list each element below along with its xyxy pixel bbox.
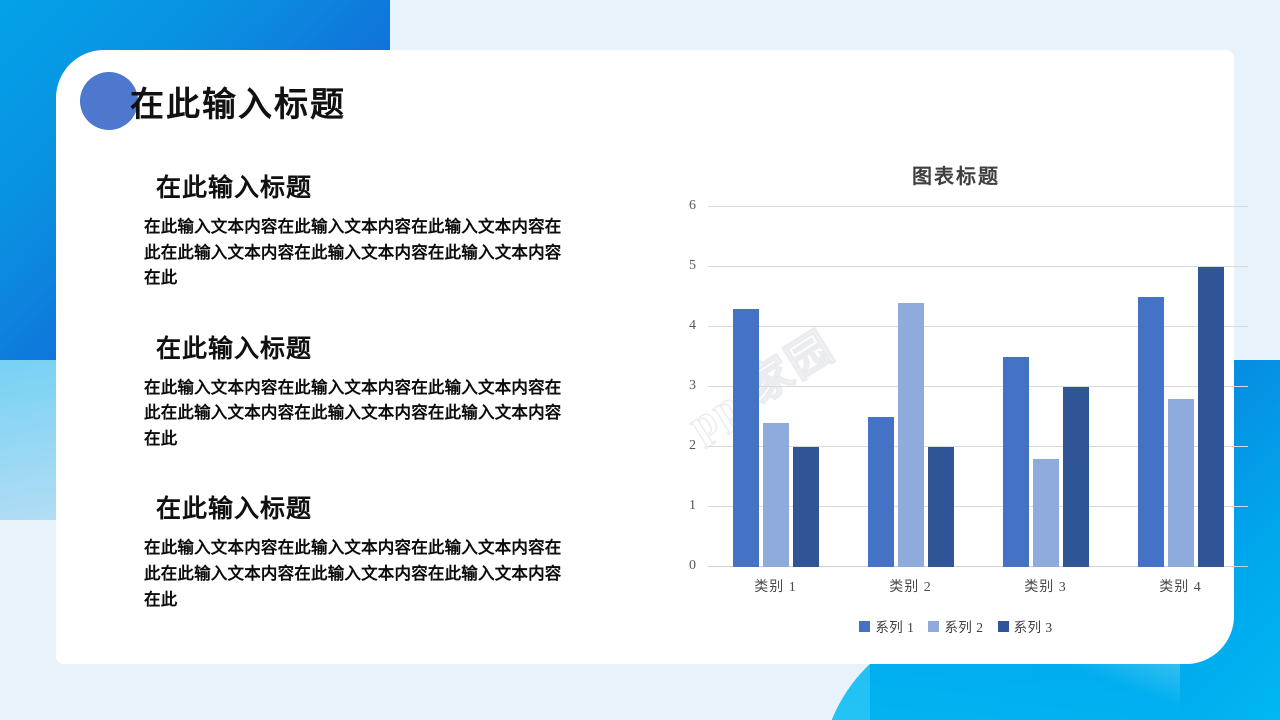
chart-bar[interactable] bbox=[1197, 267, 1224, 567]
chart-bars-layer bbox=[708, 207, 1248, 567]
chart-bar[interactable] bbox=[867, 417, 894, 567]
chart-bar[interactable] bbox=[1137, 297, 1164, 567]
chart-legend-item[interactable]: 系列 3 bbox=[997, 616, 1053, 636]
chart-y-tick-label: 1 bbox=[689, 498, 696, 513]
chart-y-tick-label: 3 bbox=[689, 378, 696, 393]
chart-bar[interactable] bbox=[1167, 399, 1194, 567]
text-block-3: 在此输入标题 在此输入文本内容在此输入文本内容在此输入文本内容在此在此输入文本内… bbox=[144, 489, 614, 612]
chart-gridline: 3 bbox=[689, 378, 1248, 393]
slide-header: 在此输入标题 bbox=[80, 72, 346, 130]
chart-legend-item[interactable]: 系列 1 bbox=[859, 616, 914, 636]
chart-gridline: 5 bbox=[689, 258, 1248, 273]
chart-title: 图表标题 bbox=[912, 166, 1000, 188]
text-block-2-body: 在此输入文本内容在此输入文本内容在此输入文本内容在此在此输入文本内容在此输入文本… bbox=[144, 377, 562, 448]
chart-bar[interactable] bbox=[1002, 357, 1029, 567]
chart-legend-swatch-icon bbox=[997, 620, 1009, 632]
text-block-2-title: 在此输入标题 bbox=[156, 335, 313, 363]
chart-bar[interactable] bbox=[1032, 459, 1059, 567]
chart-gridline: 6 bbox=[689, 198, 1248, 213]
chart-bar[interactable] bbox=[762, 423, 789, 567]
chart-legend-label: 系列 3 bbox=[1013, 620, 1053, 635]
chart-bar[interactable] bbox=[897, 303, 924, 567]
chart-y-tick-label: 2 bbox=[689, 438, 696, 453]
chart-legend: 系列 1 系列 2 系列 3 bbox=[656, 616, 1256, 636]
chart-bar-group bbox=[978, 207, 1113, 567]
chart-bar[interactable] bbox=[927, 447, 954, 567]
chart-legend-swatch-icon bbox=[928, 620, 940, 632]
chart-gridline: 4 bbox=[689, 318, 1248, 333]
chart-x-tick-label: 类别 4 bbox=[1159, 580, 1202, 595]
circle-bullet-icon bbox=[80, 72, 138, 130]
chart-bar[interactable] bbox=[732, 309, 759, 567]
chart-x-tick-label: 类别 3 bbox=[1024, 580, 1067, 595]
chart-legend-label: 系列 2 bbox=[944, 620, 984, 635]
chart-legend-label: 系列 1 bbox=[875, 620, 915, 635]
chart-gridline: 0 bbox=[689, 558, 1248, 573]
text-block-2: 在此输入标题 在此输入文本内容在此输入文本内容在此输入文本内容在此在此输入文本内… bbox=[144, 329, 614, 452]
text-block-1-body: 在此输入文本内容在此输入文本内容在此输入文本内容在此在此输入文本内容在此输入文本… bbox=[144, 217, 562, 288]
chart-legend-swatch-icon bbox=[859, 620, 871, 632]
chart-x-tick-label: 类别 1 bbox=[754, 580, 797, 595]
chart-bar-group bbox=[1113, 207, 1248, 567]
chart-plot-area: 0 1 2 3 4 5 6 bbox=[689, 198, 1248, 573]
left-text-column: 在此输入标题 在此输入文本内容在此输入文本内容在此输入文本内容在此在此输入文本内… bbox=[144, 168, 614, 612]
chart-y-tick-label: 6 bbox=[689, 198, 696, 213]
chart-bar-group bbox=[843, 207, 978, 567]
chart-y-tick-label: 5 bbox=[689, 258, 696, 273]
chart-bar-group bbox=[708, 207, 843, 567]
chart-y-tick-label: 4 bbox=[689, 318, 696, 333]
text-block-1: 在此输入标题 在此输入文本内容在此输入文本内容在此输入文本内容在此在此输入文本内… bbox=[144, 168, 614, 291]
page-title: 在此输入标题 bbox=[130, 86, 346, 124]
chart-bar[interactable] bbox=[792, 447, 819, 567]
chart-y-tick-label: 0 bbox=[689, 558, 696, 573]
chart-x-tick-label: 类别 2 bbox=[889, 580, 932, 595]
chart-bar[interactable] bbox=[1062, 387, 1089, 567]
text-block-3-body: 在此输入文本内容在此输入文本内容在此输入文本内容在此在此输入文本内容在此输入文本… bbox=[144, 538, 562, 609]
chart-gridline: 1 bbox=[689, 498, 1248, 513]
chart-legend-item[interactable]: 系列 2 bbox=[928, 616, 983, 636]
chart-x-axis-labels: 类别 1 类别 2 类别 3 类别 4 bbox=[708, 576, 1248, 596]
chart-gridline: 2 bbox=[689, 438, 1248, 453]
text-block-3-title: 在此输入标题 bbox=[156, 496, 313, 524]
text-block-1-title: 在此输入标题 bbox=[156, 175, 313, 202]
content-card: 在此输入标题 在此输入标题 在此输入文本内容在此输入文本内容在此输入文本内容在此… bbox=[56, 50, 1248, 664]
